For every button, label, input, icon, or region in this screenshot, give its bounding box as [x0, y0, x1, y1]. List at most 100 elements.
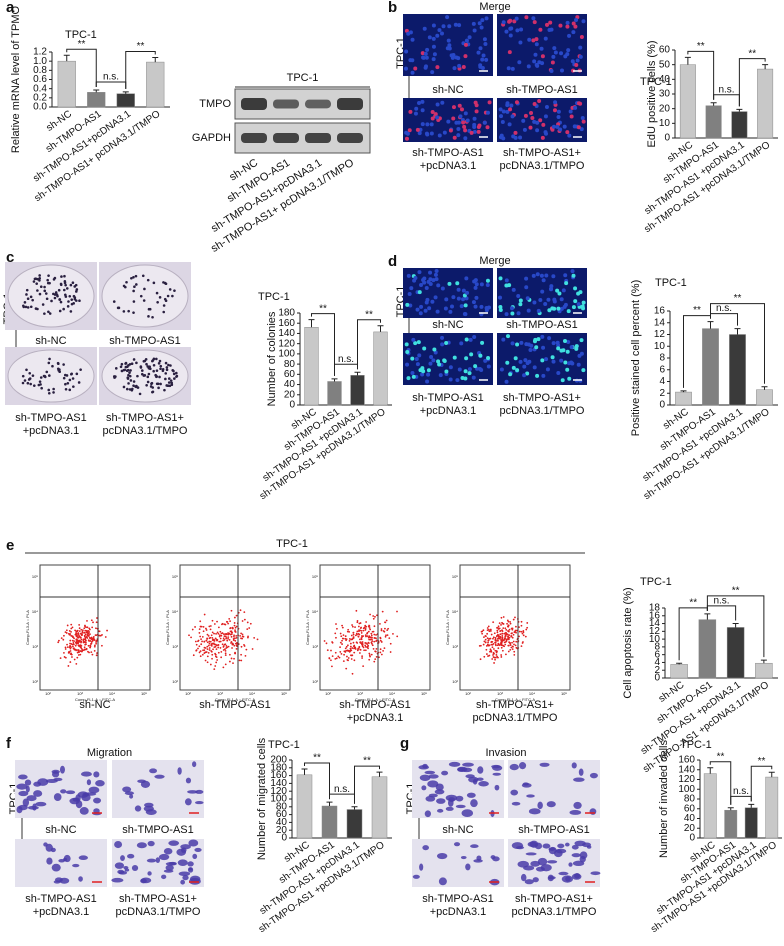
stained-cell: [177, 859, 188, 866]
flow-event: [240, 637, 242, 640]
flow-event: [84, 638, 87, 640]
cell-nucleus: [540, 334, 545, 339]
flow-event: [364, 649, 367, 652]
cell-nucleus: [556, 306, 561, 311]
bar: [304, 327, 319, 406]
flow-event: [358, 622, 361, 625]
y-tick-label: 8: [654, 642, 660, 653]
flow-event: [207, 644, 210, 647]
flow-event: [359, 638, 361, 641]
flow-event: [201, 640, 203, 643]
flow-event: [351, 672, 354, 675]
colony: [165, 384, 168, 387]
flow-event: [253, 636, 256, 639]
flow-tick: 10²: [185, 691, 191, 696]
flow-event: [240, 653, 243, 656]
flow-event: [213, 623, 216, 625]
flow-event: [389, 642, 392, 645]
colony: [158, 296, 162, 299]
y-axis-label: EdU positive cells (%): [646, 41, 658, 148]
significance-bracket: [706, 595, 765, 658]
flow-tick: 10⁵: [281, 691, 287, 696]
colony: [52, 387, 55, 391]
colony: [48, 357, 51, 361]
cell-nucleus: [425, 122, 430, 127]
cell-nucleus: [535, 120, 540, 125]
flow-event: [241, 620, 244, 622]
flow-event: [501, 632, 504, 635]
stained-cell: [16, 805, 23, 814]
flow-event: [213, 643, 216, 646]
flow-event: [256, 638, 259, 641]
colony: [50, 299, 53, 303]
colony: [62, 307, 65, 311]
flow-event: [72, 643, 75, 646]
error-bar: [748, 803, 755, 808]
colony: [143, 374, 147, 377]
flow-event: [510, 627, 513, 630]
error-bar: [732, 623, 739, 628]
flow-event: [216, 639, 218, 642]
cell-nucleus: [457, 63, 462, 68]
cell-nucleus: [472, 28, 477, 33]
cell-nucleus: [518, 298, 523, 303]
flow-event: [85, 647, 88, 650]
flow-event: [495, 644, 497, 647]
flow-event: [490, 650, 493, 653]
colony: [29, 295, 33, 299]
colony: [173, 377, 176, 380]
cell-nucleus: [504, 29, 509, 34]
colony: [145, 362, 148, 366]
flow-event: [90, 651, 93, 654]
cell-nucleus: [405, 349, 410, 354]
flow-event: [480, 630, 483, 633]
flow-event: [247, 636, 249, 639]
stained-cell: [455, 795, 464, 802]
cell-nucleus: [555, 288, 560, 293]
flow-event: [491, 658, 494, 660]
colony: [122, 385, 126, 389]
y-tick-label: 0.0: [33, 102, 47, 113]
error-bar: [152, 57, 159, 63]
flow-event: [77, 654, 80, 656]
flow-plot: [459, 564, 571, 691]
cell-nucleus: [473, 304, 478, 309]
flow-event: [217, 632, 220, 635]
cell-nucleus: [500, 119, 505, 124]
flow-event: [370, 641, 373, 644]
flow-tick: 10⁵: [141, 691, 147, 696]
y-axis-label: Number of invaded cells: [658, 740, 670, 859]
flow-event: [221, 623, 223, 626]
flow-event: [382, 630, 385, 632]
cell-nucleus: [479, 282, 484, 287]
flow-event: [208, 640, 211, 643]
y-tick-label: 60: [284, 369, 296, 380]
cell-nucleus: [581, 19, 586, 24]
flow-event: [101, 644, 103, 647]
significance-label: **: [734, 293, 742, 304]
flow-event: [72, 636, 74, 638]
colony: [53, 276, 57, 280]
flow-event: [339, 651, 342, 653]
flow-event: [365, 625, 368, 628]
colony: [38, 380, 42, 383]
flow-event: [74, 644, 77, 647]
flow-event: [72, 642, 75, 644]
flow-event: [91, 626, 94, 629]
cell-nucleus: [485, 125, 490, 130]
cell-nucleus: [480, 65, 485, 70]
flow-event: [396, 610, 398, 613]
image-caption: sh-TMPO-AS1: [199, 699, 271, 711]
dish: [101, 264, 189, 328]
flow-event: [367, 636, 370, 639]
cell-nucleus: [510, 114, 515, 119]
colony: [72, 294, 76, 298]
flow-event: [334, 632, 337, 635]
stained-cell: [478, 781, 489, 787]
cell-nucleus: [424, 300, 429, 305]
flow-event: [79, 636, 82, 639]
flow-event: [500, 624, 502, 626]
flow-tick: 10³: [172, 644, 178, 649]
cell-nucleus: [540, 289, 545, 294]
flow-event: [95, 640, 98, 643]
